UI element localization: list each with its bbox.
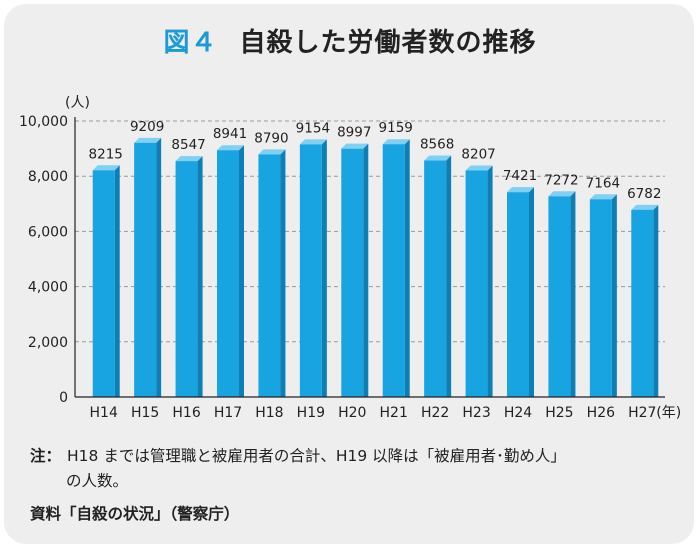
- labels: 0 2,000 4,000 6,000 8,000 10,000 (人) 8215 H14 920…: [19, 95, 681, 421]
- x-tick-label: H24: [504, 405, 532, 421]
- x-tick-label: H22: [421, 405, 449, 421]
- bar-side: [653, 204, 659, 397]
- bar: [507, 192, 529, 397]
- bar-value-label: 9159: [379, 120, 413, 136]
- bar-value-label: 8941: [213, 126, 247, 142]
- bar-top: [382, 139, 410, 145]
- x-tick-label: H25: [545, 405, 573, 421]
- x-tick-label: H27: [628, 405, 656, 421]
- bar-top: [424, 155, 452, 161]
- x-tick-label: H18: [255, 405, 283, 421]
- bar-top: [175, 156, 203, 162]
- bar-value-label: 8790: [254, 130, 288, 146]
- bar: [258, 154, 281, 397]
- bar-side: [570, 191, 576, 397]
- bar-side: [114, 165, 120, 397]
- x-tick-label: H21: [380, 405, 408, 421]
- y-tick-label: 8,000: [28, 169, 68, 185]
- bar-value-label: 6782: [627, 186, 661, 202]
- bar-value-label: 8207: [461, 146, 495, 162]
- footnote: 注： H18 までは管理職と被雇用者の合計、H19 以降は「被雇用者･勤め人」 の…: [30, 444, 680, 494]
- bar-top: [631, 204, 659, 210]
- bar: [589, 199, 612, 397]
- bar-top: [134, 137, 162, 143]
- bar-top: [548, 191, 576, 197]
- figure-number: 図４: [163, 28, 218, 58]
- y-tick-label: 10,000: [19, 114, 68, 130]
- x-tick-label: H15: [131, 405, 159, 421]
- bar-top: [217, 145, 244, 151]
- note-line-2: の人数。: [66, 472, 129, 490]
- x-tick-label: H26: [587, 405, 615, 421]
- bar-side: [404, 139, 410, 397]
- y-tick-label: 2,000: [28, 335, 68, 351]
- bar-side: [156, 137, 162, 397]
- bar-side: [446, 155, 452, 397]
- bar-side: [197, 156, 203, 397]
- axes: [74, 117, 665, 398]
- bars: [92, 137, 659, 397]
- y-tick-label: 0: [59, 390, 68, 406]
- bar-top: [299, 139, 327, 145]
- bar: [175, 161, 198, 397]
- bar-value-label: 8547: [171, 137, 205, 153]
- bar-top: [341, 143, 369, 149]
- bar-side: [611, 194, 617, 397]
- x-tick-label: H14: [90, 405, 118, 421]
- bar-top: [92, 165, 120, 171]
- bar: [92, 170, 115, 397]
- bar-top: [507, 187, 534, 193]
- bar-side: [487, 165, 493, 397]
- bar: [548, 196, 571, 397]
- bar: [299, 144, 322, 397]
- bar-top: [258, 149, 286, 155]
- bar-top: [465, 165, 493, 171]
- x-tick-label: H17: [214, 405, 242, 421]
- y-unit-label: (人): [65, 95, 90, 111]
- bar-side: [529, 187, 534, 397]
- x-tick-label: H19: [297, 405, 325, 421]
- bar-value-label: 9209: [130, 119, 164, 135]
- source-citation: 資料「自殺の状況」（警察庁）: [30, 505, 240, 523]
- note-label: 注：: [30, 447, 62, 465]
- bar: [134, 142, 157, 397]
- bar-value-label: 8215: [89, 146, 123, 162]
- title-text: 自殺した労働者数の推移: [239, 28, 537, 58]
- bar: [631, 209, 654, 397]
- bar-value-label: 8997: [337, 125, 371, 141]
- bar: [382, 144, 405, 397]
- bar-value-label: 7164: [586, 175, 620, 191]
- bar-top: [589, 194, 617, 200]
- y-tick-label: 4,000: [28, 280, 68, 296]
- bar-side: [363, 143, 369, 397]
- bar: [424, 160, 447, 397]
- y-tick-label: 6,000: [28, 224, 68, 240]
- x-unit-label: (年): [656, 405, 681, 421]
- bar-value-label: 8568: [420, 137, 454, 153]
- bar-value-label: 7421: [503, 168, 537, 184]
- x-tick-label: H23: [462, 405, 490, 421]
- bar-value-label: 9154: [296, 120, 330, 136]
- bar: [465, 170, 488, 397]
- bar-side: [239, 145, 244, 397]
- x-tick-label: H20: [338, 405, 366, 421]
- bar: [217, 150, 239, 397]
- x-tick-label: H16: [172, 405, 200, 421]
- bar-value-label: 7272: [544, 172, 578, 188]
- bar-side: [280, 149, 286, 397]
- bar-side: [321, 139, 327, 397]
- figure-title: 図４ 自殺した労働者数の推移: [0, 22, 700, 59]
- bar: [341, 148, 364, 397]
- note-line-1: H18 までは管理職と被雇用者の合計、H19 以降は「被雇用者･勤め人」: [67, 447, 566, 465]
- gridlines: [75, 120, 665, 343]
